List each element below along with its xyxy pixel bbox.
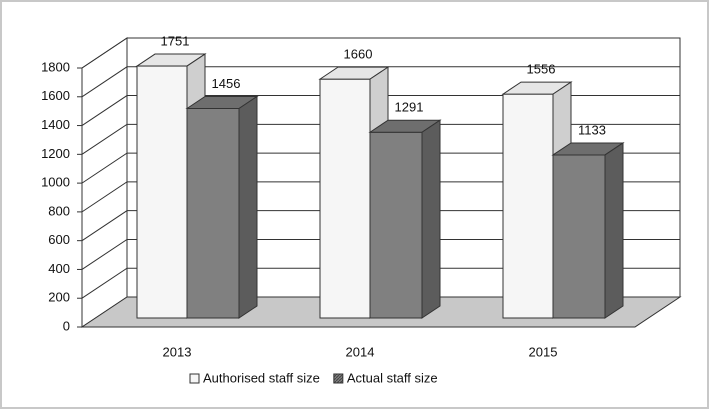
y-tick-label: 1600: [41, 88, 70, 103]
bar: [186, 107, 240, 319]
bar-side: [421, 119, 441, 319]
value-label: 1660: [344, 47, 373, 62]
x-tick-label: 2013: [163, 344, 192, 359]
grid-line: [81, 152, 680, 184]
y-tick-label: 400: [48, 261, 70, 276]
grid-line: [81, 210, 680, 242]
bar: [136, 65, 188, 319]
bar: [552, 154, 606, 319]
value-label: 1133: [578, 122, 606, 137]
bar: [319, 78, 371, 319]
grid-line: [81, 267, 680, 299]
grid-line: [81, 238, 680, 270]
grid-line: [81, 37, 680, 69]
legend-label: Authorised staff size: [203, 370, 320, 385]
y-tick-label: 200: [48, 290, 70, 305]
bar-side: [238, 95, 258, 319]
grid-line: [81, 123, 680, 155]
bar: [369, 131, 423, 319]
value-label: 1291: [395, 100, 424, 115]
x-tick-label: 2015: [529, 344, 558, 359]
y-tick-label: 1000: [41, 175, 70, 190]
value-label: 1751: [161, 33, 190, 48]
y-tick-label: 0: [63, 318, 70, 333]
value-label: 1556: [527, 62, 556, 77]
bar: [502, 93, 554, 319]
bar-side: [604, 142, 624, 319]
y-tick-label: 1400: [41, 117, 70, 132]
grid-line: [81, 181, 680, 213]
y-tick-label: 1200: [41, 146, 70, 161]
y-tick-label: 600: [48, 232, 70, 247]
y-tick-label: 800: [48, 203, 70, 218]
x-tick-label: 2014: [346, 344, 375, 359]
grid-line: [81, 66, 680, 98]
legend-swatch: [189, 373, 200, 384]
legend-swatch: [333, 373, 344, 384]
value-label: 1456: [212, 76, 241, 91]
y-tick-label: 1800: [41, 59, 70, 74]
grid-line: [81, 95, 680, 126]
legend-label: Actual staff size: [347, 370, 438, 385]
